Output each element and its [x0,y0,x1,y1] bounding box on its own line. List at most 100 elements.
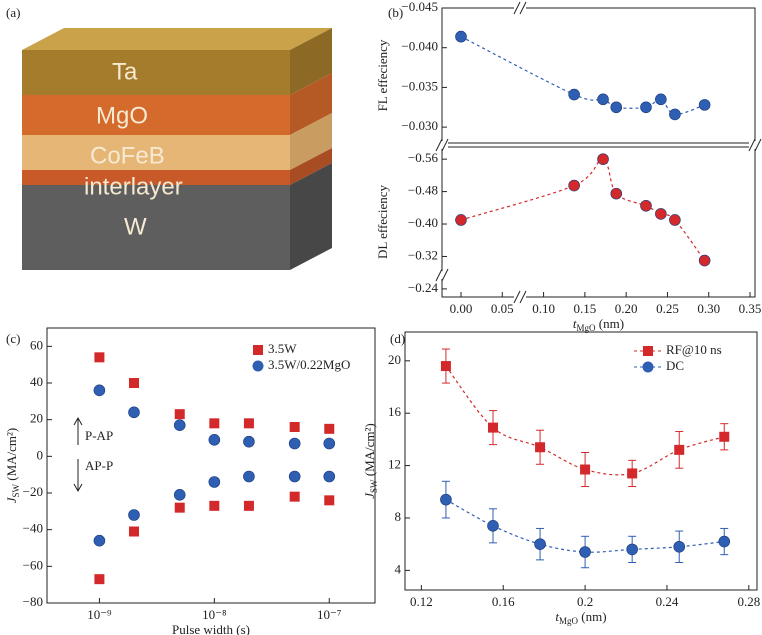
data-point [580,465,590,475]
x-tick-label: 10⁻⁸ [202,607,227,622]
data-point [488,423,498,433]
x-tick-label: 0.30 [697,301,720,316]
legend-label: 3.5W [268,341,297,356]
y-tick-label: 20 [388,352,401,367]
x-axis-label: Pulse width (s) [172,622,250,635]
label-unit: (MA/cm²) [362,423,377,479]
data-point [175,409,185,419]
data-point [569,180,580,191]
y-axis-label: DL effeciency [375,185,390,259]
y-tick-label: −0.035 [401,78,438,93]
data-point [598,94,609,105]
layer-label: CoFeB [90,142,165,169]
fit-line [461,37,705,115]
data-point [244,418,254,428]
annotation: P-AP [85,428,113,443]
data-point [674,541,685,552]
data-point [94,352,104,362]
layer [22,50,290,95]
y-tick-label: −60 [23,557,43,572]
data-point [174,420,185,431]
layer-label: Ta [112,58,138,85]
legend-marker [643,362,654,373]
label-unit: (nm) [578,609,607,624]
data-point [627,544,638,555]
x-tick-label: 0.15 [573,301,596,316]
data-point [669,109,680,120]
y-tick-label: −40 [23,521,43,536]
y-axis-label: FL effeciency [375,39,390,111]
data-point [611,102,622,113]
data-point [174,489,185,500]
legend-label: 3.5W/0.22MgO [268,357,350,372]
data-point [455,214,466,225]
legend-label: DC [666,358,684,373]
figure: (a) (b) (c) (d) Ta MgO CoFeB interlayer … [0,0,762,635]
data-point [640,102,651,113]
label-sub: MgO [559,616,579,626]
data-point [440,494,451,505]
layer [22,95,290,135]
x-tick-label: 0.16 [492,594,515,609]
data-point [535,539,546,550]
panel-label: (d) [390,331,405,346]
x-tick-label: 0.35 [739,301,762,316]
label-sub: SW [11,483,21,497]
panel-label: (c) [6,331,20,346]
x-tick-label: 0.10 [532,301,555,316]
data-point [289,438,300,449]
label-unit: (MA/cm²) [4,428,19,484]
fit-line [461,159,705,260]
x-tick-label: 0.2 [577,594,593,609]
data-point [669,214,680,225]
data-point [175,503,185,513]
plot-frame [442,8,755,143]
data-point [719,536,730,547]
y-tick-label: −0.24 [408,280,439,295]
data-point [209,434,220,445]
x-tick-label: 0.20 [615,301,638,316]
data-point [94,574,104,584]
x-tick-label: 10⁻⁹ [87,607,112,622]
y-tick-label: 60 [30,337,43,352]
y-tick-label: −0.045 [401,0,438,14]
data-point [627,468,637,478]
data-point [290,422,300,432]
y-tick-label: −0.56 [408,150,439,165]
data-point [209,477,220,488]
y-tick-label: 8 [395,509,402,524]
data-point [569,89,580,100]
y-tick-label: −0.040 [401,39,438,54]
y-tick-label: −20 [23,484,43,499]
layer-label: W [124,213,147,240]
y-tick-label: 40 [30,374,43,389]
data-point [611,188,622,199]
data-point [129,378,139,388]
data-point [243,436,254,447]
label-sub: SW [369,479,379,493]
x-tick-label: 10⁻⁷ [317,607,341,622]
data-point [243,471,254,482]
data-point [655,208,666,219]
y-tick-label: −80 [23,594,43,609]
data-point [699,99,710,110]
annotation: AP-P [85,458,113,473]
y-axis-label: JSW (MA/cm²) [362,423,379,499]
data-point [324,471,335,482]
data-point [129,527,139,537]
data-point [488,520,499,531]
data-point [290,492,300,502]
data-point [289,471,300,482]
data-point [94,535,105,546]
data-point [441,361,451,371]
legend-marker [643,346,653,356]
data-point [94,385,105,396]
data-point [699,255,710,266]
y-tick-label: −0.40 [408,215,438,230]
panel-label: (a) [6,5,20,20]
data-point [244,501,254,511]
x-tick-label: 0.28 [737,594,760,609]
y-axis-label: JSW (MA/cm²) [4,428,21,504]
layer-stack: Ta MgO CoFeB interlayer W [22,28,332,270]
data-point [324,424,334,434]
